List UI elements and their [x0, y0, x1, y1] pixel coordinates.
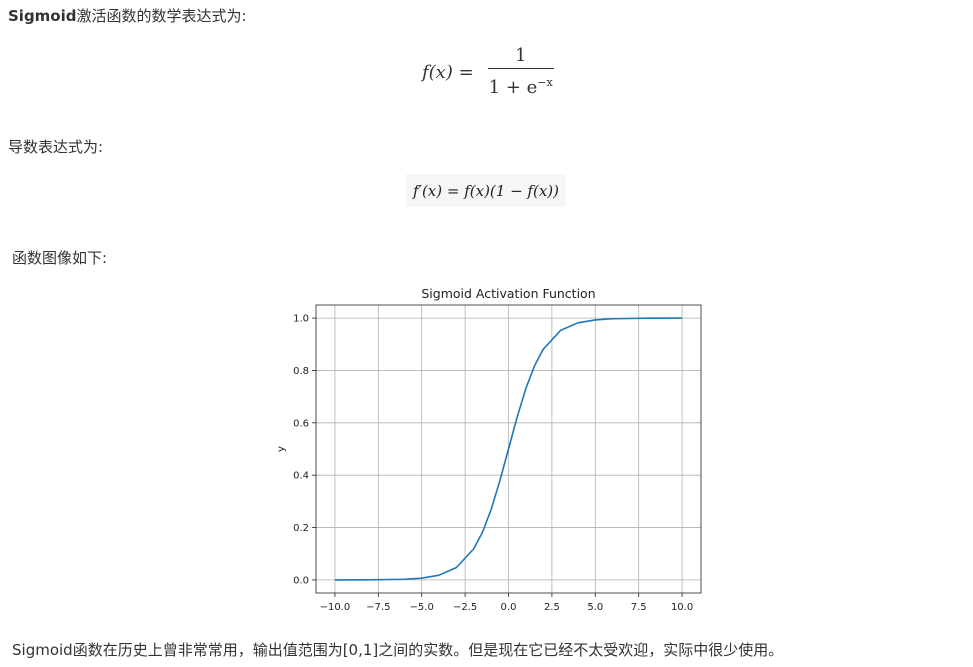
x-tick-label: −10.0: [320, 602, 351, 613]
x-tick-label: 2.5: [544, 602, 560, 613]
sigmoid-chart: −10.0 −7.5 −5.0 −2.5 0.0 2.5 5.0 7.5 10.0 0.0 0.2 0…: [276, 286, 702, 613]
y-tick-label: 1.0: [293, 314, 309, 325]
y-tick-label: 0.2: [293, 523, 309, 534]
x-tick-label: 5.0: [587, 602, 603, 613]
y-tick-label: 0.4: [293, 471, 309, 482]
x-tick-label: 0.0: [501, 602, 517, 613]
conclusion-paragraph: Sigmoid函数在历史上曾非常常用，输出值范围为[0,1]之间的实数。但是现在…: [12, 641, 784, 659]
formula-lhs: f(x) =: [422, 61, 474, 83]
derivative-expression: f′(x) = f(x)(1 − f(x)): [412, 181, 559, 200]
y-tick-label: 0.0: [293, 575, 309, 586]
y-axis-label: y: [276, 446, 287, 452]
fraction-bar: [487, 68, 554, 69]
derivative-label: 导数表达式为:: [8, 138, 104, 156]
x-tick-label: 10.0: [671, 602, 693, 613]
x-tick-label: −5.0: [410, 602, 434, 613]
graph-label: 函数图像如下:: [12, 249, 108, 267]
formula-exponent: −x: [537, 76, 553, 89]
formula-fraction: 1 1 + e−x: [487, 45, 554, 98]
y-tick-label: 0.6: [293, 418, 309, 429]
sigmoid-formula: f(x) = 1 1 + e−x: [422, 44, 554, 100]
x-tick-label: −2.5: [453, 602, 477, 613]
formula-denominator: 1 + e−x: [488, 76, 553, 98]
x-tick-label: −7.5: [366, 602, 390, 613]
y-tick-label: 0.8: [293, 366, 309, 377]
chart-title: Sigmoid Activation Function: [421, 286, 595, 301]
derivative-formula: f′(x) = f(x)(1 − f(x)): [406, 174, 566, 207]
intro-paragraph: Sigmoid激活函数的数学表达式为:: [8, 6, 247, 26]
intro-term: Sigmoid: [8, 7, 77, 25]
intro-text: 激活函数的数学表达式为:: [76, 7, 247, 25]
series-line: [334, 317, 683, 581]
formula-numerator: 1: [514, 45, 527, 66]
x-tick-label: 7.5: [631, 602, 647, 613]
